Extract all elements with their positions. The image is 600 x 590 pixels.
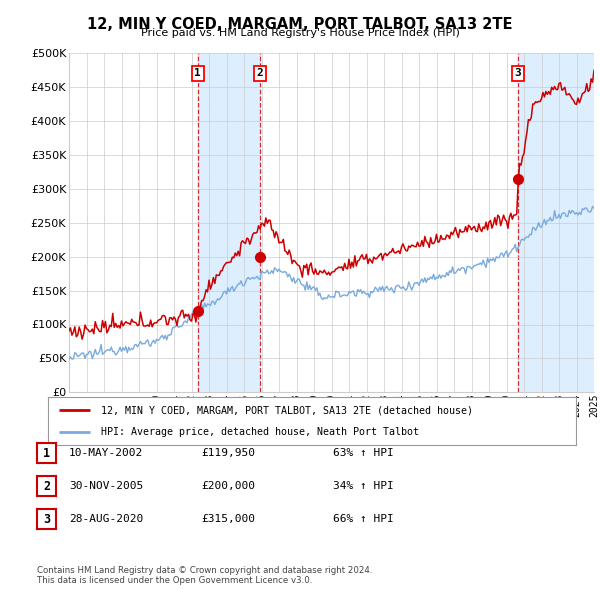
Text: 12, MIN Y COED, MARGAM, PORT TALBOT, SA13 2TE: 12, MIN Y COED, MARGAM, PORT TALBOT, SA1…	[87, 17, 513, 31]
Text: 63% ↑ HPI: 63% ↑ HPI	[333, 448, 394, 458]
Text: 1: 1	[194, 68, 201, 78]
Text: Price paid vs. HM Land Registry's House Price Index (HPI): Price paid vs. HM Land Registry's House …	[140, 28, 460, 38]
Text: 2: 2	[257, 68, 263, 78]
Bar	[198, 53, 260, 392]
Text: 1: 1	[43, 447, 50, 460]
Text: £315,000: £315,000	[201, 514, 255, 524]
Text: 3: 3	[43, 513, 50, 526]
Text: 34% ↑ HPI: 34% ↑ HPI	[333, 481, 394, 491]
Text: £200,000: £200,000	[201, 481, 255, 491]
Text: HPI: Average price, detached house, Neath Port Talbot: HPI: Average price, detached house, Neat…	[101, 427, 419, 437]
Text: 30-NOV-2005: 30-NOV-2005	[69, 481, 143, 491]
Text: 3: 3	[515, 68, 521, 78]
Text: 28-AUG-2020: 28-AUG-2020	[69, 514, 143, 524]
Text: 12, MIN Y COED, MARGAM, PORT TALBOT, SA13 2TE (detached house): 12, MIN Y COED, MARGAM, PORT TALBOT, SA1…	[101, 405, 473, 415]
Text: 2: 2	[43, 480, 50, 493]
Bar	[518, 53, 594, 392]
Text: 66% ↑ HPI: 66% ↑ HPI	[333, 514, 394, 524]
Text: Contains HM Land Registry data © Crown copyright and database right 2024.
This d: Contains HM Land Registry data © Crown c…	[37, 566, 373, 585]
Text: 10-MAY-2002: 10-MAY-2002	[69, 448, 143, 458]
Text: £119,950: £119,950	[201, 448, 255, 458]
